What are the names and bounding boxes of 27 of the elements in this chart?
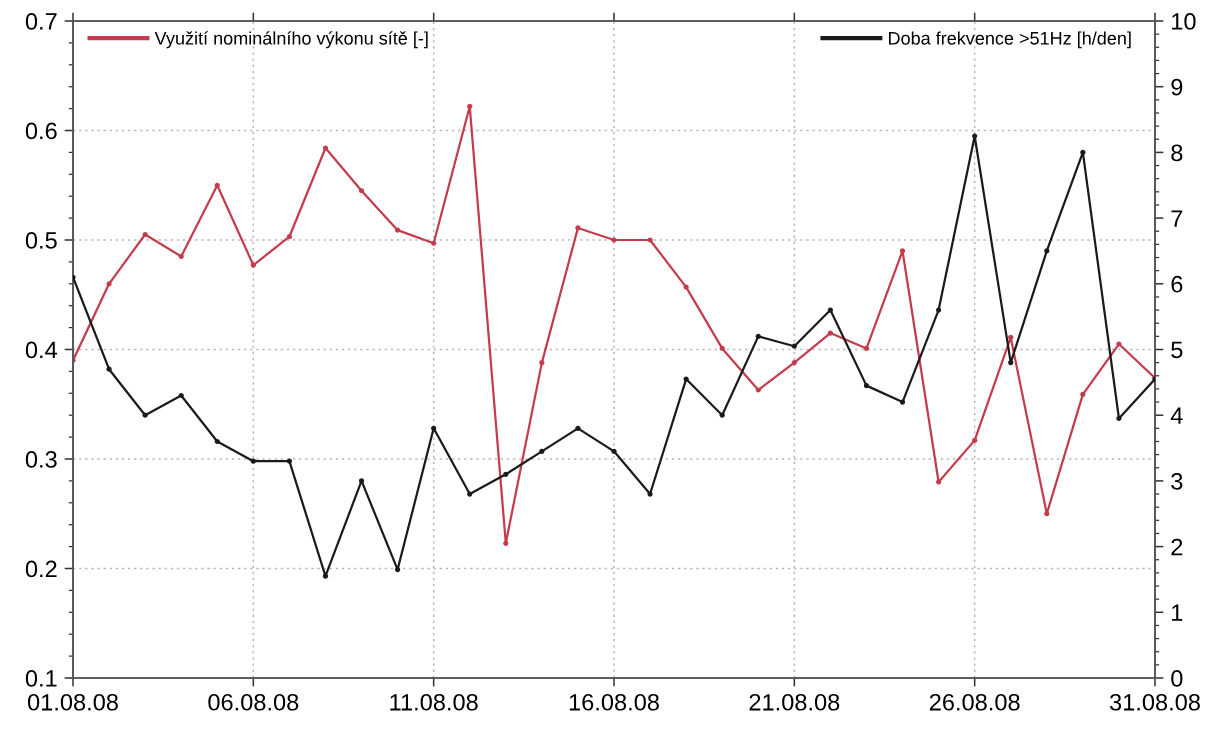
y2-tick-label: 5 <box>1171 341 1183 359</box>
x-tick-label: 01.08.08 <box>27 693 118 711</box>
x-tick-label: 11.08.08 <box>390 693 478 711</box>
y2-tick-label: 10 <box>1172 13 1196 30</box>
y2-tick-label: 6 <box>1171 275 1183 293</box>
x-tick-label: 26.08.08 <box>929 693 1020 711</box>
y2-tick-label: 7 <box>1171 210 1183 227</box>
y2-tick-label: 3 <box>1171 472 1183 490</box>
y2-tick-label: 8 <box>1171 144 1183 162</box>
y2-tick-label: 1 <box>1172 604 1183 621</box>
x-tick-label: 06.08.08 <box>208 693 299 711</box>
x-tick-label: 16.08.08 <box>569 693 659 711</box>
y2-tick-label: 4 <box>1170 407 1183 424</box>
y-tick-label: 0.3 <box>25 451 57 468</box>
y2-tick-label: 9 <box>1171 78 1183 96</box>
y-tick-label: 0.6 <box>25 122 57 140</box>
y2-tick-label: 2 <box>1171 538 1183 556</box>
y-tick-label: 0.4 <box>25 341 58 359</box>
y2-tick-label: 0 <box>1171 670 1183 687</box>
y-tick-label: 0.2 <box>25 560 57 578</box>
y-tick-label: 0.7 <box>25 13 57 30</box>
y-tick-label: 0.5 <box>25 232 57 249</box>
x-tick-label: 31.08.08 <box>1109 693 1200 711</box>
legend-label: Doba frekvence >51Hz [h/den] <box>889 31 1131 49</box>
x-tick-label: 21.08.08 <box>749 693 840 711</box>
legend-label: Využití nominálního výkonu sítě [-] <box>154 31 428 49</box>
y-tick-label: 0.1 <box>25 670 57 687</box>
